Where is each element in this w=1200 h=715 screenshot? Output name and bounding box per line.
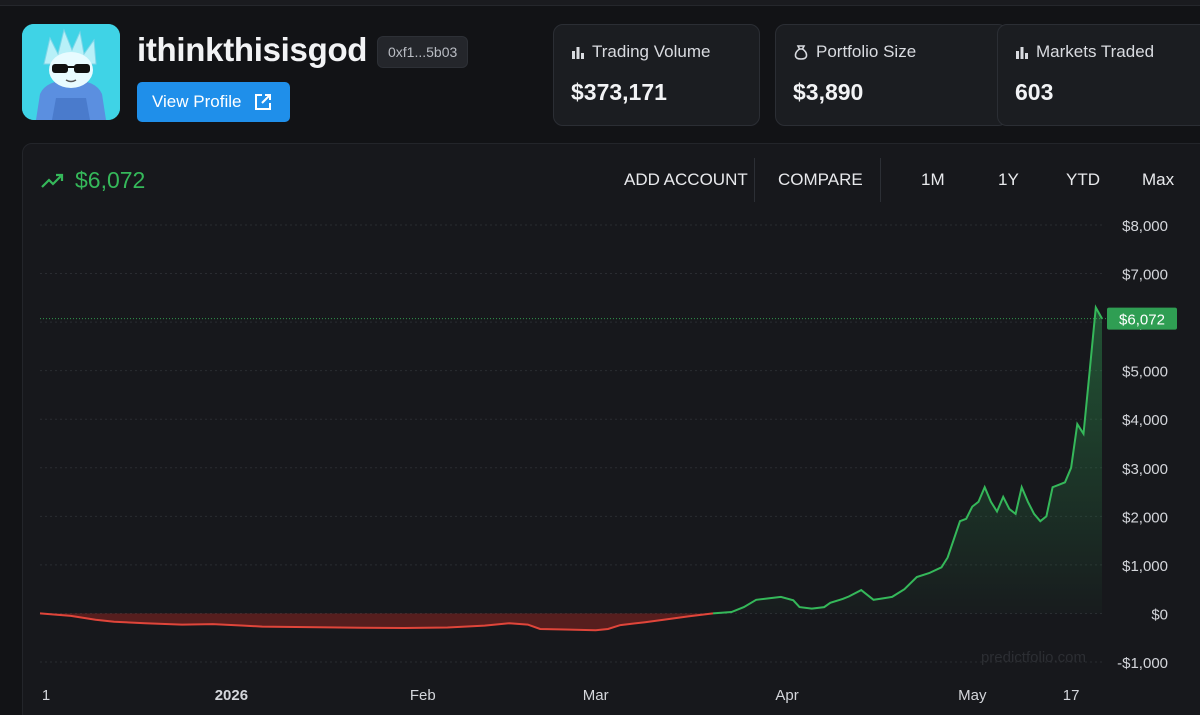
trending-up-icon [40, 172, 66, 190]
y-tick-label: $1,000 [1122, 558, 1168, 575]
toolbar-divider [880, 158, 881, 202]
y-tick-label: $0 [1151, 606, 1168, 623]
current-value: $6,072 [40, 167, 145, 194]
trading-volume-label: Trading Volume [592, 42, 711, 61]
y-tick-label: $2,000 [1122, 509, 1168, 526]
y-tick-label: $4,000 [1122, 412, 1168, 429]
watermark: predictfolio.com [981, 649, 1086, 666]
wallet-address[interactable]: 0xf1...5b03 [377, 36, 469, 68]
y-tick-label: $5,000 [1122, 364, 1168, 381]
add-account-button[interactable]: ADD ACCOUNT [624, 170, 748, 189]
money-bag-icon [793, 44, 809, 60]
top-bar [0, 0, 1200, 6]
y-tick-label: $7,000 [1122, 267, 1168, 284]
bar-chart-icon [571, 45, 585, 59]
range-max-button[interactable]: Max [1142, 170, 1175, 189]
compare-button[interactable]: COMPARE [778, 170, 863, 189]
markets-traded-value: 603 [1015, 79, 1054, 105]
trading-volume-card: Trading Volume $373,171 [553, 24, 760, 126]
markets-traded-label: Markets Traded [1036, 42, 1155, 61]
toolbar-divider [754, 158, 755, 202]
y-tick-label: $3,000 [1122, 461, 1168, 478]
trading-volume-value: $373,171 [571, 79, 667, 105]
x-tick-label: Feb [410, 687, 436, 704]
current-value-tag [1107, 307, 1177, 330]
markets-traded-card: Markets Traded 603 [997, 24, 1200, 126]
view-profile-label: View Profile [152, 92, 242, 111]
x-tick-label: 2026 [215, 687, 248, 704]
view-profile-button[interactable]: View Profile [137, 82, 290, 122]
positive-series-line [712, 304, 1103, 615]
x-tick-label: May [958, 687, 987, 704]
x-tick-label: Apr [775, 687, 798, 704]
portfolio-size-value: $3,890 [793, 79, 864, 105]
portfolio-size-card: Portfolio Size $3,890 [775, 24, 1008, 126]
x-tick-label: 17 [1063, 687, 1080, 704]
range-ytd-button[interactable]: YTD [1066, 170, 1100, 189]
positive-area-fill [713, 307, 1102, 614]
username: ithinkthisisgod [137, 31, 368, 68]
range-1m-button[interactable]: 1M [921, 170, 945, 189]
range-1y-button[interactable]: 1Y [998, 170, 1019, 189]
x-tick-label: Mar [583, 687, 609, 704]
portfolio-size-label: Portfolio Size [816, 42, 917, 61]
x-tick-label: 1 [42, 687, 50, 704]
negative-series-line [39, 612, 714, 632]
negative-area-fill [40, 613, 714, 631]
y-tick-label: $8,000 [1122, 218, 1168, 235]
bar-chart-icon [1015, 45, 1029, 59]
current-value-text: $6,072 [75, 167, 146, 193]
y-tick-label: -$1,000 [1117, 655, 1168, 672]
current-value-tag-label: $6,072 [1119, 312, 1165, 329]
external-link-icon [253, 92, 273, 112]
avatar [22, 24, 120, 120]
